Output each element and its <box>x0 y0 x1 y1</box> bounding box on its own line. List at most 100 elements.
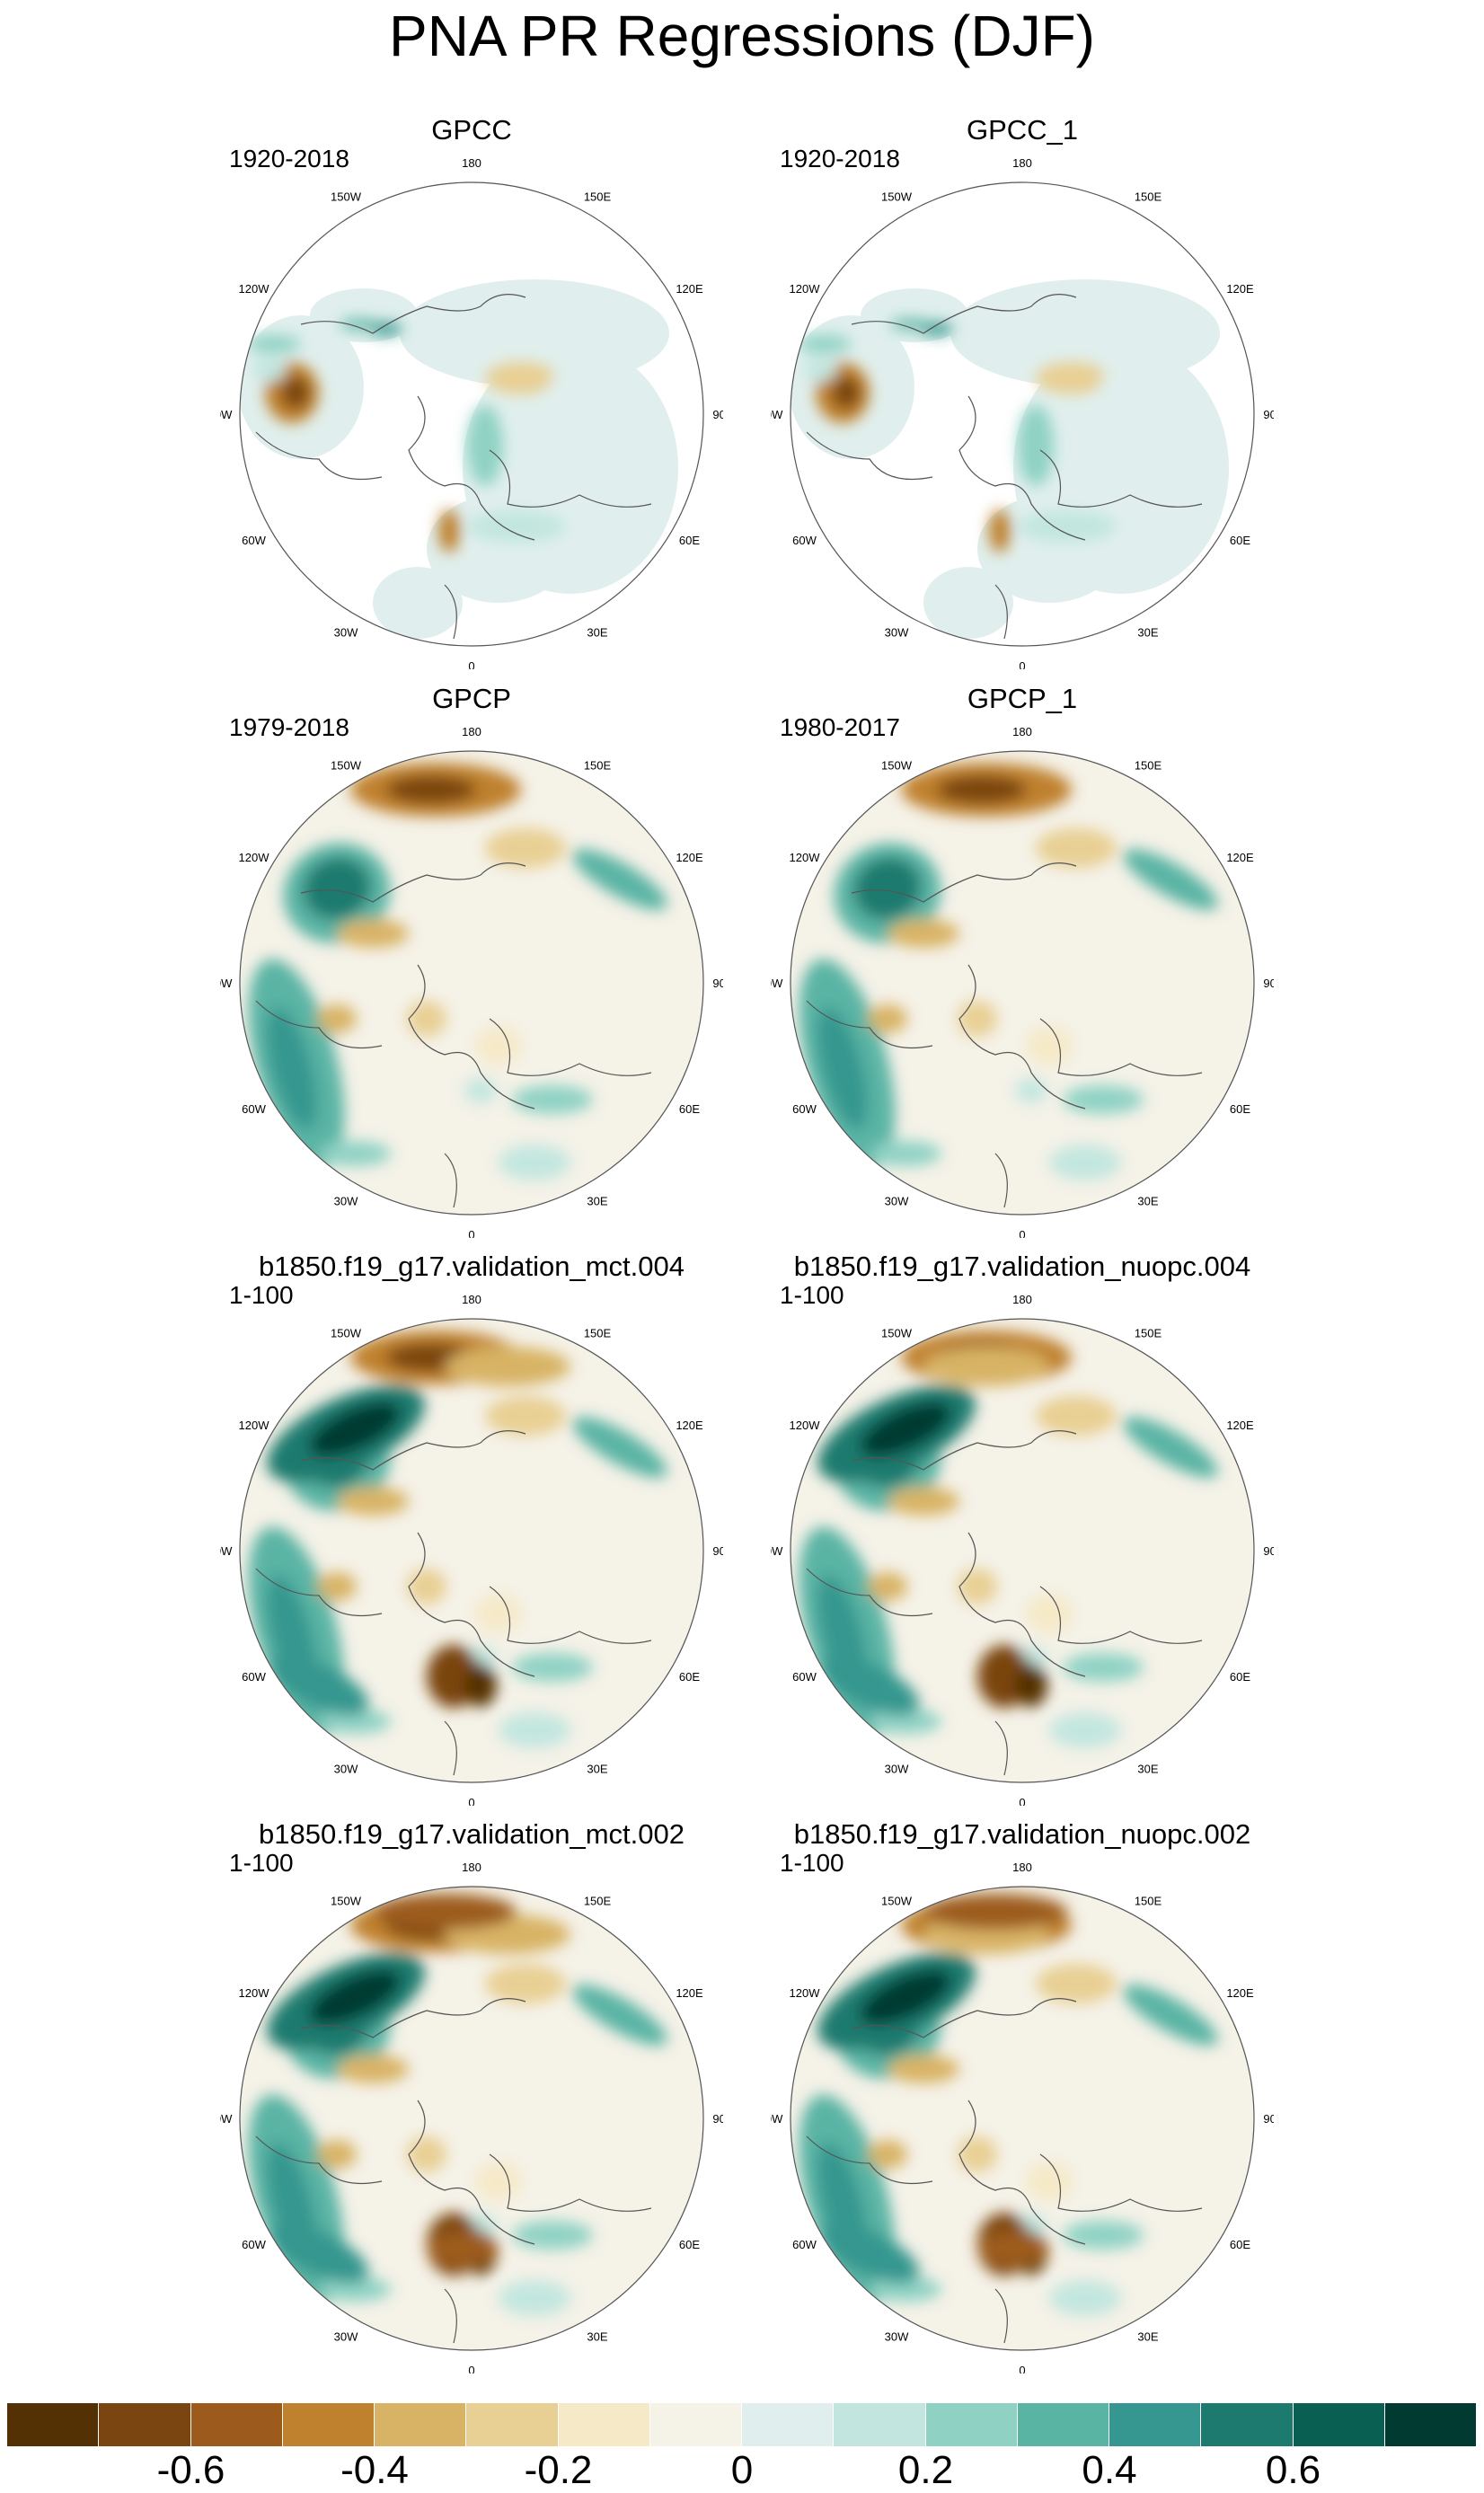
longitude-label: 150E <box>584 759 612 773</box>
anomaly-contour <box>572 849 667 910</box>
anomaly-contour <box>888 919 959 948</box>
anomaly-contour <box>832 376 861 409</box>
anomaly-contour <box>340 319 379 330</box>
longitude-label: 120W <box>790 1419 821 1432</box>
anomaly-contour <box>1123 849 1218 910</box>
longitude-label: 90W <box>220 2112 233 2126</box>
longitude-label: 0 <box>468 1228 474 1238</box>
map-panel: b1850.f19_g17.validation_mct.004 1-100 180… <box>220 1249 723 1806</box>
panel-years: 1-100 <box>229 1849 294 1877</box>
longitude-label: 90E <box>712 1544 723 1558</box>
longitude-label: 150W <box>881 759 913 773</box>
longitude-label: 120W <box>790 1986 821 2000</box>
longitude-label: 60W <box>792 1670 817 1684</box>
colorbar-swatch <box>742 2403 835 2446</box>
anomaly-contour <box>923 1894 1067 1930</box>
longitude-label: 180 <box>1012 156 1032 170</box>
longitude-label: 30E <box>587 626 607 640</box>
longitude-label: 150E <box>1135 1895 1162 1908</box>
longitude-label: 180 <box>462 156 481 170</box>
anomaly-contour <box>1026 2161 1073 2201</box>
anomaly-contour <box>819 1655 920 1716</box>
anomaly-contour <box>958 1001 997 1037</box>
anomaly-contour <box>407 1569 446 1605</box>
anomaly-contour <box>1063 2221 1144 2250</box>
longitude-label: 90E <box>1263 408 1274 421</box>
map-boundary <box>239 1886 704 2351</box>
polar-map: 180 150E 120E 90E 60E 30E 0 30W 60W 90W 120W 150W <box>220 156 723 669</box>
colorbar-swatch <box>1109 2403 1202 2446</box>
anomaly-contour <box>337 2055 409 2083</box>
longitude-label: 180 <box>1012 1861 1032 1874</box>
longitude-label: 90W <box>771 2112 783 2126</box>
anomaly-contour <box>798 335 852 353</box>
panel-title: GPCP_1 <box>967 683 1078 714</box>
longitude-label: 120W <box>239 1986 270 2000</box>
anomaly-contour <box>512 2221 593 2250</box>
anomaly-contour <box>923 1347 1049 1386</box>
anomaly-contour <box>407 2136 446 2172</box>
anomaly-contour <box>512 1085 593 1114</box>
longitude-label: 30W <box>885 2330 909 2344</box>
anomaly-contour <box>485 362 557 394</box>
longitude-label: 180 <box>462 1293 481 1306</box>
polar-map: 180 150E 120E 90E 60E 30E 0 30W 60W 90W 120W 150W <box>220 1861 723 2374</box>
anomaly-contour <box>267 1007 317 1129</box>
longitude-label: 60E <box>679 1102 700 1116</box>
longitude-label: 150W <box>881 1327 913 1340</box>
longitude-label: 180 <box>1012 725 1032 738</box>
anomaly-contour <box>317 1572 357 1601</box>
longitude-label: 120E <box>1226 1986 1254 2000</box>
anomaly-contour <box>868 1004 907 1033</box>
anomaly-contour <box>485 1964 566 2003</box>
map-boundary <box>239 181 704 647</box>
anomaly-contour <box>989 509 1011 553</box>
coastline <box>255 1998 652 2344</box>
panel-years: 1980-2017 <box>780 713 900 741</box>
anomaly-contour <box>870 1141 941 1166</box>
anomaly-contour <box>317 2140 357 2169</box>
coastline <box>806 294 1203 640</box>
panel-years: 1-100 <box>780 1849 844 1877</box>
longitude-label: 120W <box>790 851 821 864</box>
panel-title: GPCC <box>431 114 512 146</box>
longitude-label: 90E <box>712 408 723 421</box>
longitude-label: 120E <box>676 1419 703 1432</box>
map-panel: GPCC 1920-2018 180 150E 120E 90E 60E 30E 0 30W 60W… <box>220 112 723 669</box>
longitude-label: 90E <box>1263 1544 1274 1558</box>
coastline <box>255 1430 652 1776</box>
anomaly-contour <box>269 1655 369 1716</box>
anomaly-contour <box>890 319 930 330</box>
anomaly-contour <box>1026 1026 1073 1065</box>
anomaly-contour <box>475 2161 522 2201</box>
anomaly-contour <box>386 775 476 804</box>
longitude-label: 60W <box>242 2238 266 2251</box>
longitude-label: 150E <box>584 190 612 204</box>
longitude-label: 150W <box>331 1327 362 1340</box>
anomaly-contour <box>921 323 953 335</box>
anomaly-contour <box>269 2223 369 2284</box>
colorbar-swatch <box>466 2403 559 2446</box>
anomaly-contour <box>888 1487 959 1516</box>
longitude-label: 30W <box>334 1763 358 1776</box>
longitude-label: 150E <box>1135 1327 1162 1340</box>
longitude-label: 90W <box>220 977 233 990</box>
longitude-label: 180 <box>462 725 481 738</box>
panel-years: 1-100 <box>229 1281 294 1309</box>
longitude-label: 120W <box>239 851 270 864</box>
panel-years: 1920-2018 <box>780 145 900 172</box>
land-field <box>923 567 1013 639</box>
anomaly-contour <box>1018 405 1054 486</box>
map-panel: GPCP 1979-2018 180 150E 120E 90E 60E 30E 0 30W 60W… <box>220 681 723 1238</box>
colorbar <box>7 2403 1477 2446</box>
longitude-label: 30E <box>1137 626 1158 640</box>
anomaly-contour <box>512 1653 593 1682</box>
longitude-label: 60W <box>242 1670 266 1684</box>
anomaly-contour <box>1049 1145 1121 1180</box>
longitude-label: 60E <box>1230 2238 1250 2251</box>
panel-title: b1850.f19_g17.validation_mct.004 <box>259 1251 685 1282</box>
map-panel: b1850.f19_g17.validation_nuopc.002 1-100 1… <box>771 1817 1274 2374</box>
longitude-label: 0 <box>468 659 474 669</box>
anomaly-contour <box>499 2280 570 2316</box>
panel-title: b1850.f19_g17.validation_nuopc.002 <box>793 1818 1251 1850</box>
